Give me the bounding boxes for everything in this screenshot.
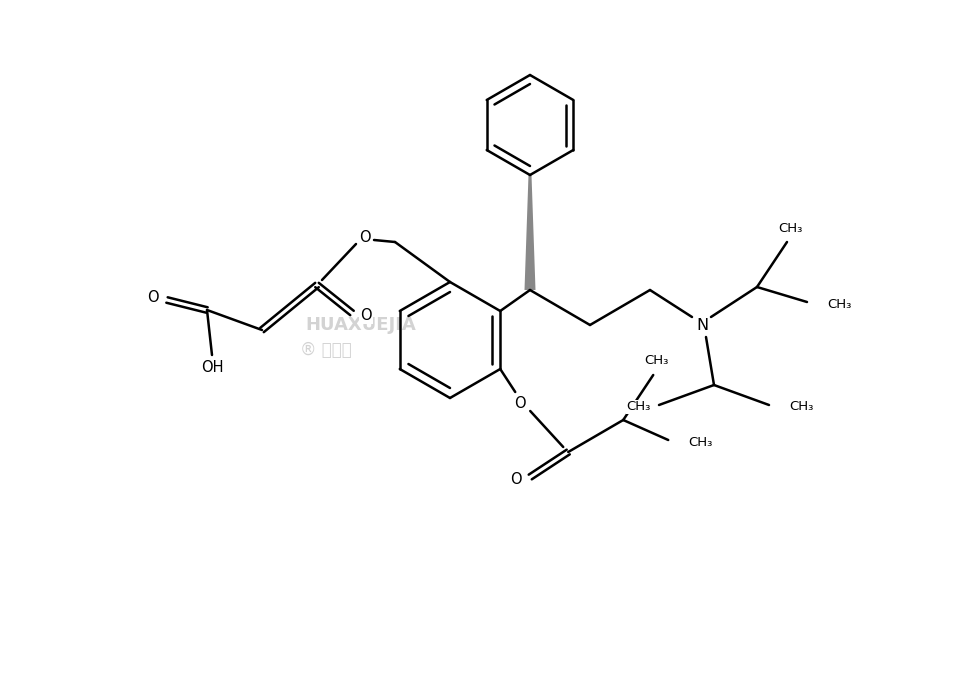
Text: HUAXUEJIA: HUAXUEJIA: [305, 316, 416, 334]
Text: CH₃: CH₃: [626, 401, 651, 413]
Text: ® 化学加: ® 化学加: [300, 341, 352, 359]
Text: O: O: [511, 473, 522, 488]
Text: CH₃: CH₃: [827, 298, 852, 311]
Text: CH₃: CH₃: [644, 354, 668, 367]
Text: OH: OH: [201, 360, 223, 375]
Text: CH₃: CH₃: [688, 435, 712, 449]
Polygon shape: [524, 175, 535, 290]
Text: O: O: [514, 396, 526, 411]
Text: CH₃: CH₃: [789, 401, 813, 413]
Text: O: O: [361, 309, 371, 324]
Text: CH₃: CH₃: [778, 222, 803, 235]
Text: O: O: [360, 230, 370, 245]
Text: O: O: [147, 290, 159, 305]
Text: N: N: [696, 318, 709, 333]
